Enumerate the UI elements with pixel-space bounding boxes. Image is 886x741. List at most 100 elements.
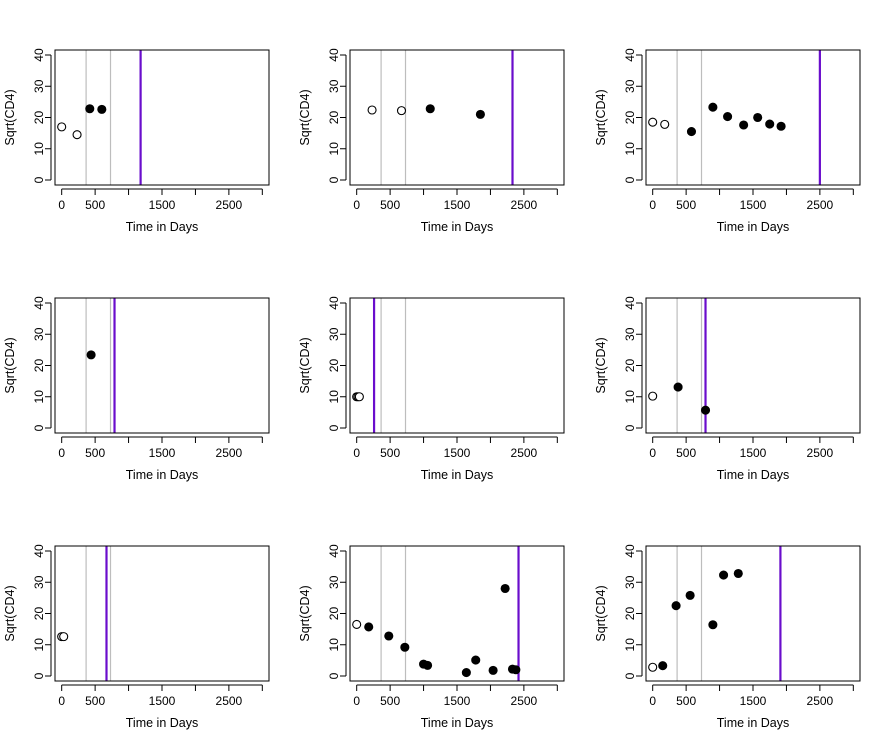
data-point-open bbox=[648, 662, 658, 672]
x-tick-label: 1500 bbox=[740, 198, 767, 212]
data-point-filled bbox=[423, 660, 433, 670]
y-tick-label: 30 bbox=[32, 327, 46, 341]
y-tick-label: 10 bbox=[32, 390, 46, 404]
x-tick-label: 2500 bbox=[807, 198, 834, 212]
x-tick-label: 2500 bbox=[511, 198, 538, 212]
data-point-open bbox=[396, 106, 407, 116]
plot-frame bbox=[645, 545, 861, 682]
data-point-filled bbox=[500, 583, 510, 594]
plot-frame bbox=[54, 297, 270, 434]
data-point-open bbox=[648, 117, 658, 127]
x-axis-title: Time in Days bbox=[717, 716, 789, 730]
plot-frame bbox=[349, 49, 565, 186]
x-tick-label: 500 bbox=[85, 198, 105, 212]
x-tick-label: 0 bbox=[353, 694, 360, 708]
y-tick-label: 10 bbox=[623, 638, 637, 652]
x-tick-label: 500 bbox=[380, 694, 400, 708]
y-tick-label: 40 bbox=[327, 48, 341, 62]
data-point-filled bbox=[765, 119, 775, 129]
y-tick-label: 30 bbox=[623, 79, 637, 93]
y-tick-label: 40 bbox=[32, 296, 46, 310]
chart-panel-8: 0 500 1500 2500 0 10 20 30 40 Time in Days Sqrt(CD… bbox=[298, 544, 565, 730]
y-tick-label: 40 bbox=[623, 544, 637, 558]
x-tick-label: 500 bbox=[676, 446, 696, 460]
y-tick-label: 30 bbox=[32, 575, 46, 589]
plot-frame bbox=[645, 49, 861, 186]
data-point-filled bbox=[471, 655, 481, 665]
y-axis-title: Sqrt(CD4) bbox=[594, 337, 608, 393]
x-tick-label: 2500 bbox=[216, 694, 243, 708]
data-point-filled bbox=[461, 668, 471, 678]
x-tick-label: 1500 bbox=[740, 694, 767, 708]
y-tick-label: 40 bbox=[32, 48, 46, 62]
data-point-open bbox=[72, 130, 82, 140]
x-axis-title: Time in Days bbox=[421, 716, 493, 730]
data-point-filled bbox=[776, 121, 786, 131]
y-tick-label: 0 bbox=[327, 424, 341, 431]
y-tick-label: 20 bbox=[623, 359, 637, 373]
x-tick-label: 0 bbox=[353, 198, 360, 212]
y-tick-label: 20 bbox=[327, 359, 341, 373]
data-point-filled bbox=[384, 631, 394, 641]
data-point-filled bbox=[733, 568, 743, 579]
y-tick-label: 10 bbox=[327, 142, 341, 156]
y-axis-title: Sqrt(CD4) bbox=[3, 89, 17, 145]
y-tick-label: 10 bbox=[623, 390, 637, 404]
y-tick-label: 40 bbox=[623, 48, 637, 62]
x-tick-label: 500 bbox=[380, 198, 400, 212]
y-tick-label: 20 bbox=[623, 607, 637, 621]
x-axis-title: Time in Days bbox=[717, 220, 789, 234]
y-tick-label: 30 bbox=[623, 575, 637, 589]
x-tick-label: 0 bbox=[649, 198, 656, 212]
y-tick-label: 10 bbox=[327, 390, 341, 404]
y-tick-label: 40 bbox=[327, 544, 341, 558]
y-tick-label: 0 bbox=[623, 424, 637, 431]
data-point-filled bbox=[488, 665, 498, 675]
x-tick-label: 1500 bbox=[149, 446, 176, 460]
chart-panel-5: 0 500 1500 2500 0 10 20 30 40 Time in Days Sqrt(CD… bbox=[298, 296, 565, 482]
data-point-filled bbox=[673, 382, 683, 392]
plot-frame bbox=[349, 297, 565, 434]
data-point-filled bbox=[708, 102, 718, 112]
y-tick-label: 20 bbox=[623, 111, 637, 125]
y-axis-title: Sqrt(CD4) bbox=[3, 337, 17, 393]
y-tick-label: 0 bbox=[623, 176, 637, 183]
data-point-open bbox=[354, 392, 364, 402]
data-point-filled bbox=[511, 665, 521, 675]
data-point-open bbox=[660, 119, 670, 129]
x-axis-title: Time in Days bbox=[717, 468, 789, 482]
x-tick-label: 0 bbox=[649, 446, 656, 460]
plot-frame bbox=[349, 545, 565, 682]
chart-panel-6: 0 500 1500 2500 0 10 20 30 40 Time in Days Sqrt(CD… bbox=[594, 296, 861, 482]
data-point-filled bbox=[753, 112, 763, 123]
y-tick-label: 0 bbox=[327, 672, 341, 679]
data-point-filled bbox=[671, 601, 681, 611]
data-point-filled bbox=[739, 120, 749, 130]
x-tick-label: 500 bbox=[85, 694, 105, 708]
chart-panel-4: 0 500 1500 2500 0 10 20 30 40 Time in Days Sqrt(CD… bbox=[3, 296, 270, 482]
data-point-filled bbox=[85, 104, 95, 114]
y-tick-label: 30 bbox=[32, 79, 46, 93]
chart-panel-9: 0 500 1500 2500 0 10 20 30 40 Time in Days Sqrt(CD… bbox=[594, 544, 861, 730]
x-axis-title: Time in Days bbox=[126, 468, 198, 482]
data-point-filled bbox=[708, 620, 718, 630]
chart-panel-1: 0 500 1500 2500 0 10 20 30 40 Time in Days Sqrt(CD… bbox=[3, 48, 270, 234]
y-axis-title: Sqrt(CD4) bbox=[3, 585, 17, 641]
y-tick-label: 0 bbox=[32, 176, 46, 183]
data-point-open bbox=[352, 619, 362, 629]
data-point-filled bbox=[723, 112, 733, 122]
data-point-filled bbox=[97, 104, 107, 114]
y-tick-label: 10 bbox=[32, 142, 46, 156]
data-point-open bbox=[648, 391, 658, 401]
y-tick-label: 0 bbox=[327, 176, 341, 183]
data-point-filled bbox=[364, 622, 374, 632]
x-tick-label: 1500 bbox=[444, 446, 471, 460]
x-tick-label: 1500 bbox=[740, 446, 767, 460]
x-axis-title: Time in Days bbox=[421, 220, 493, 234]
y-tick-label: 30 bbox=[327, 575, 341, 589]
x-tick-label: 0 bbox=[58, 694, 65, 708]
chart-panel-7: 0 500 1500 2500 0 10 20 30 40 Time in Days Sqrt(CD… bbox=[3, 544, 270, 730]
x-tick-label: 2500 bbox=[216, 446, 243, 460]
plot-frame bbox=[54, 545, 270, 682]
